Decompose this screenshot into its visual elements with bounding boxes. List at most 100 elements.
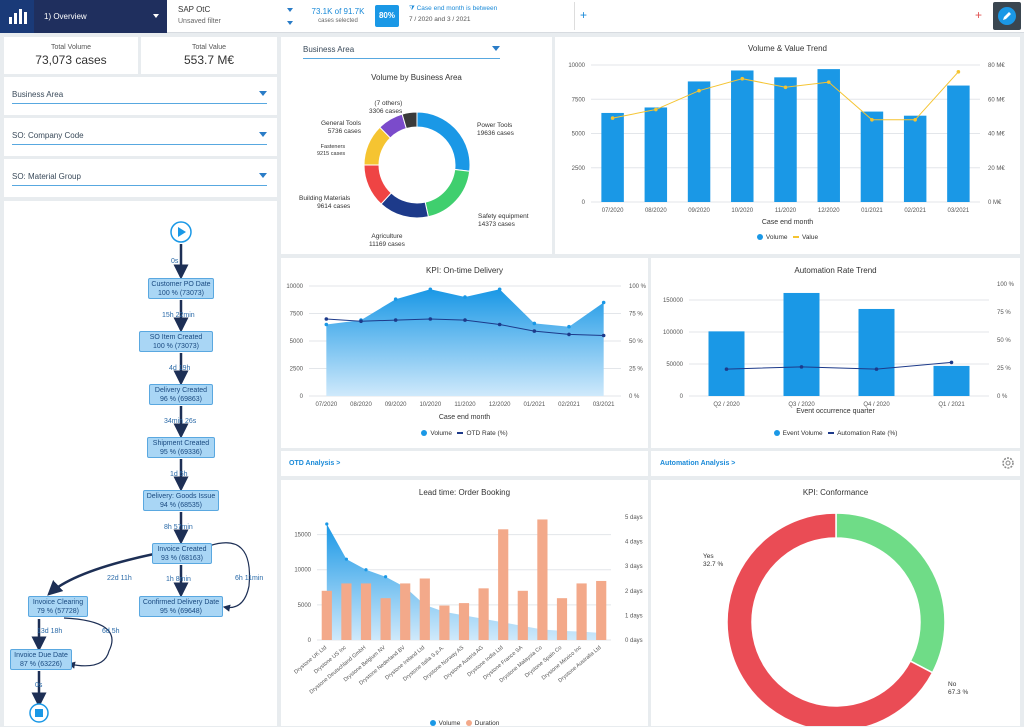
x-tick-label: 03/2021 <box>948 208 970 214</box>
node-stat: 87 % (63226) <box>19 661 63 668</box>
otd-analysis-link[interactable]: OTD Analysis > <box>289 460 341 467</box>
y2-tick-label: 25 % <box>997 366 1011 372</box>
kpi-total-volume-value: 73,073 cases <box>35 53 107 67</box>
process-node[interactable]: Invoice Created 93 % (68163) <box>152 543 212 564</box>
donut-chart[interactable] <box>281 37 552 254</box>
filter-business-area-select[interactable]: Business Area <box>12 90 267 104</box>
node-name: Invoice Created <box>157 546 207 553</box>
process-node[interactable]: Delivery: Goods Issue 94 % (68535) <box>143 490 219 511</box>
slice-name: Fasteners <box>320 144 346 150</box>
bar <box>439 605 450 640</box>
bar <box>903 115 927 202</box>
add-filter-button[interactable]: + <box>580 8 588 22</box>
date-filter[interactable]: ⧩ Case end month is between 7 / 2020 and… <box>405 2 575 30</box>
slice-value: 3306 cases <box>369 108 403 115</box>
process-node[interactable]: Invoice Clearing 79 % (57728) <box>28 596 88 617</box>
line-point <box>359 319 363 323</box>
y-tick-label: 0 <box>582 200 586 206</box>
line-point <box>428 317 433 321</box>
donut-slice <box>401 111 418 130</box>
chevron-down-icon <box>259 132 267 137</box>
process-node[interactable]: Delivery Created 96 % (69863) <box>149 384 213 405</box>
y2-tick-label: 0 % <box>997 394 1008 400</box>
business-area-dropdown[interactable]: Business Area <box>303 45 500 59</box>
volume-value-trend-card: Volume & Value Trend 10000 7500 5000 2500 0 8… <box>555 37 1020 254</box>
volume-value-chart[interactable]: 10000 7500 5000 2500 0 80 M€ 60 M€ 40 M€ 20 M€ 0 … <box>555 37 1020 254</box>
donut-title: Volume by Business Area <box>371 73 462 82</box>
source-selector[interactable]: SAP OtC Unsaved filter <box>172 2 297 30</box>
business-area-dropdown-label: Business Area <box>303 45 355 54</box>
y-tick-label: 50000 <box>666 362 683 368</box>
conformance-chart[interactable] <box>651 480 1020 726</box>
cases-value: 73.1K of 91.7K <box>311 7 365 16</box>
node-name: Delivery: Goods Issue <box>146 493 216 500</box>
slice-name: Agriculture <box>371 233 403 240</box>
bar <box>774 77 797 202</box>
percent-badge: 80% <box>375 5 399 27</box>
process-edges <box>29 221 251 723</box>
legend-label: Value <box>801 234 819 241</box>
tab-overview[interactable]: 1) Overview <box>34 0 167 33</box>
area-point <box>428 287 433 292</box>
legend-dot <box>792 236 799 239</box>
area-point <box>601 300 606 305</box>
edge-label: 4d 19h <box>169 365 191 372</box>
bar <box>360 583 372 640</box>
conformance-slice <box>726 512 934 726</box>
edge-label: 13d 18h <box>37 628 63 635</box>
otd-chart[interactable]: 10000 7500 5000 2500 0 100 % 75 % 50 % 25 % 0 % 07… <box>281 258 648 448</box>
bar <box>596 580 607 640</box>
y-tick-label: 5000 <box>572 132 586 138</box>
filter-business-area[interactable]: Business Area <box>4 77 277 115</box>
automation-chart[interactable]: 150000 100000 50000 0 100 % 75 % 50 % 25 % 0 % Q2… <box>651 258 1020 448</box>
app-logo-icon[interactable] <box>0 0 34 33</box>
y2-tick-label: 100 % <box>997 282 1015 288</box>
filter-material-group-select[interactable]: SO: Material Group <box>12 172 267 186</box>
tab-overview-label: 1) Overview <box>44 12 87 21</box>
x-axis-label: Case end month <box>761 219 814 226</box>
node-name: Delivery Created <box>154 387 208 394</box>
slice-name: Safety equipment <box>478 213 529 220</box>
y2-tick-label: 60 M€ <box>988 97 1005 103</box>
process-map[interactable]: 0s 15h 22min 4d 19h 34min 26s 1d 5h 8h 5… <box>4 201 277 726</box>
x-axis-label: Event occurrence quarter <box>796 408 875 415</box>
chart-title: Automation Rate Trend <box>794 266 877 275</box>
filter-company-code[interactable]: SO: Company Code <box>4 118 277 156</box>
y2-tick-label: 50 % <box>629 339 643 345</box>
line-point <box>697 88 701 93</box>
edit-button[interactable] <box>993 2 1021 30</box>
process-node[interactable]: Shipment Created 95 % (69336) <box>147 437 215 458</box>
slice-value: 32.7 % <box>703 561 724 568</box>
automation-analysis-link[interactable]: Automation Analysis > <box>660 460 736 467</box>
pencil-icon <box>998 7 1016 25</box>
line-point <box>463 318 467 322</box>
node-name: Invoice Clearing <box>32 599 84 606</box>
edge-label: 15h 22min <box>162 312 195 319</box>
filter-company-code-select[interactable]: SO: Company Code <box>12 131 267 145</box>
y2-tick-label: 4 days <box>625 540 643 546</box>
area-point <box>325 522 329 526</box>
node-name: Invoice Due Date <box>14 652 68 659</box>
line-point <box>870 118 874 122</box>
process-node[interactable]: Invoice Due Date 87 % (63226) <box>10 649 72 670</box>
add-sheet-button[interactable]: + <box>975 8 983 22</box>
slice-label: General Tools 5736 cases <box>321 120 361 136</box>
process-node[interactable]: Customer PO Date 100 % (73073) <box>148 278 214 299</box>
filter-material-group[interactable]: SO: Material Group <box>4 159 277 197</box>
area-point <box>567 324 571 329</box>
lead-time-chart[interactable]: 15000 10000 5000 0 5 days 4 days 3 days 2 days 1… <box>281 480 648 726</box>
bar <box>576 583 587 640</box>
process-node[interactable]: SO Item Created 100 % (73073) <box>139 331 213 352</box>
edge-label: 1h 8min <box>166 576 191 583</box>
slice-name: Yes <box>703 553 714 560</box>
slice-value: 14373 cases <box>478 221 515 228</box>
bar <box>380 598 391 640</box>
top-bar: 1) Overview SAP OtC Unsaved filter 73.1K… <box>0 0 1024 33</box>
bar <box>498 529 509 640</box>
legend-dot <box>756 234 763 241</box>
settings-gear-icon[interactable] <box>1001 456 1015 470</box>
area-point <box>497 287 502 292</box>
process-node[interactable]: Confirmed Delivery Date 95 % (69648) <box>139 596 223 617</box>
legend-label: Volume <box>438 720 461 727</box>
slice-name: Power Tools <box>477 122 513 129</box>
